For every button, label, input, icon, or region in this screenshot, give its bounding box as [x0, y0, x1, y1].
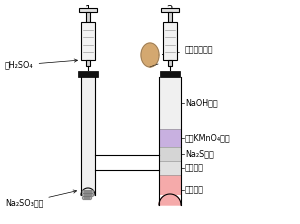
Bar: [159, 77, 181, 205]
Circle shape: [86, 194, 89, 196]
Bar: [163, 22, 177, 60]
Circle shape: [88, 196, 92, 200]
Text: 1: 1: [85, 5, 91, 15]
Text: 濚H₂SO₄: 濚H₂SO₄: [5, 59, 77, 69]
Bar: [79, 8, 97, 12]
Circle shape: [85, 194, 88, 196]
Circle shape: [88, 194, 92, 196]
Text: 2: 2: [167, 5, 173, 15]
Circle shape: [91, 194, 94, 196]
Bar: [86, 12, 90, 22]
Polygon shape: [81, 188, 95, 195]
Bar: [81, 22, 95, 60]
Text: Na₂S溶液: Na₂S溶液: [185, 149, 214, 159]
Circle shape: [86, 196, 89, 200]
Polygon shape: [159, 194, 181, 205]
Bar: [159, 175, 181, 195]
Text: 石蕊溶液: 石蕊溶液: [185, 164, 204, 172]
Text: NaOH溶液: NaOH溶液: [185, 99, 218, 108]
Text: Na₂SO₃固体: Na₂SO₃固体: [5, 190, 76, 207]
Polygon shape: [141, 43, 159, 67]
Text: 酸性KMnO₄溶液: 酸性KMnO₄溶液: [185, 134, 231, 142]
Bar: [78, 71, 98, 77]
Bar: [159, 129, 181, 147]
Bar: [160, 71, 180, 77]
Circle shape: [86, 190, 89, 194]
Bar: [159, 161, 181, 175]
Circle shape: [82, 196, 85, 200]
Circle shape: [91, 190, 94, 194]
Bar: [168, 60, 172, 66]
Bar: [168, 12, 172, 22]
Polygon shape: [81, 77, 95, 195]
Bar: [159, 77, 181, 129]
Bar: [95, 155, 159, 170]
Text: 气压缓冲装置: 气压缓冲装置: [163, 45, 214, 56]
Circle shape: [82, 190, 85, 194]
Bar: [159, 147, 181, 161]
Text: 品红溶液: 品红溶液: [185, 185, 204, 194]
Bar: [86, 60, 90, 66]
Circle shape: [85, 190, 88, 194]
Circle shape: [82, 194, 85, 196]
Bar: [161, 8, 179, 12]
Circle shape: [88, 190, 92, 194]
Circle shape: [85, 196, 88, 200]
